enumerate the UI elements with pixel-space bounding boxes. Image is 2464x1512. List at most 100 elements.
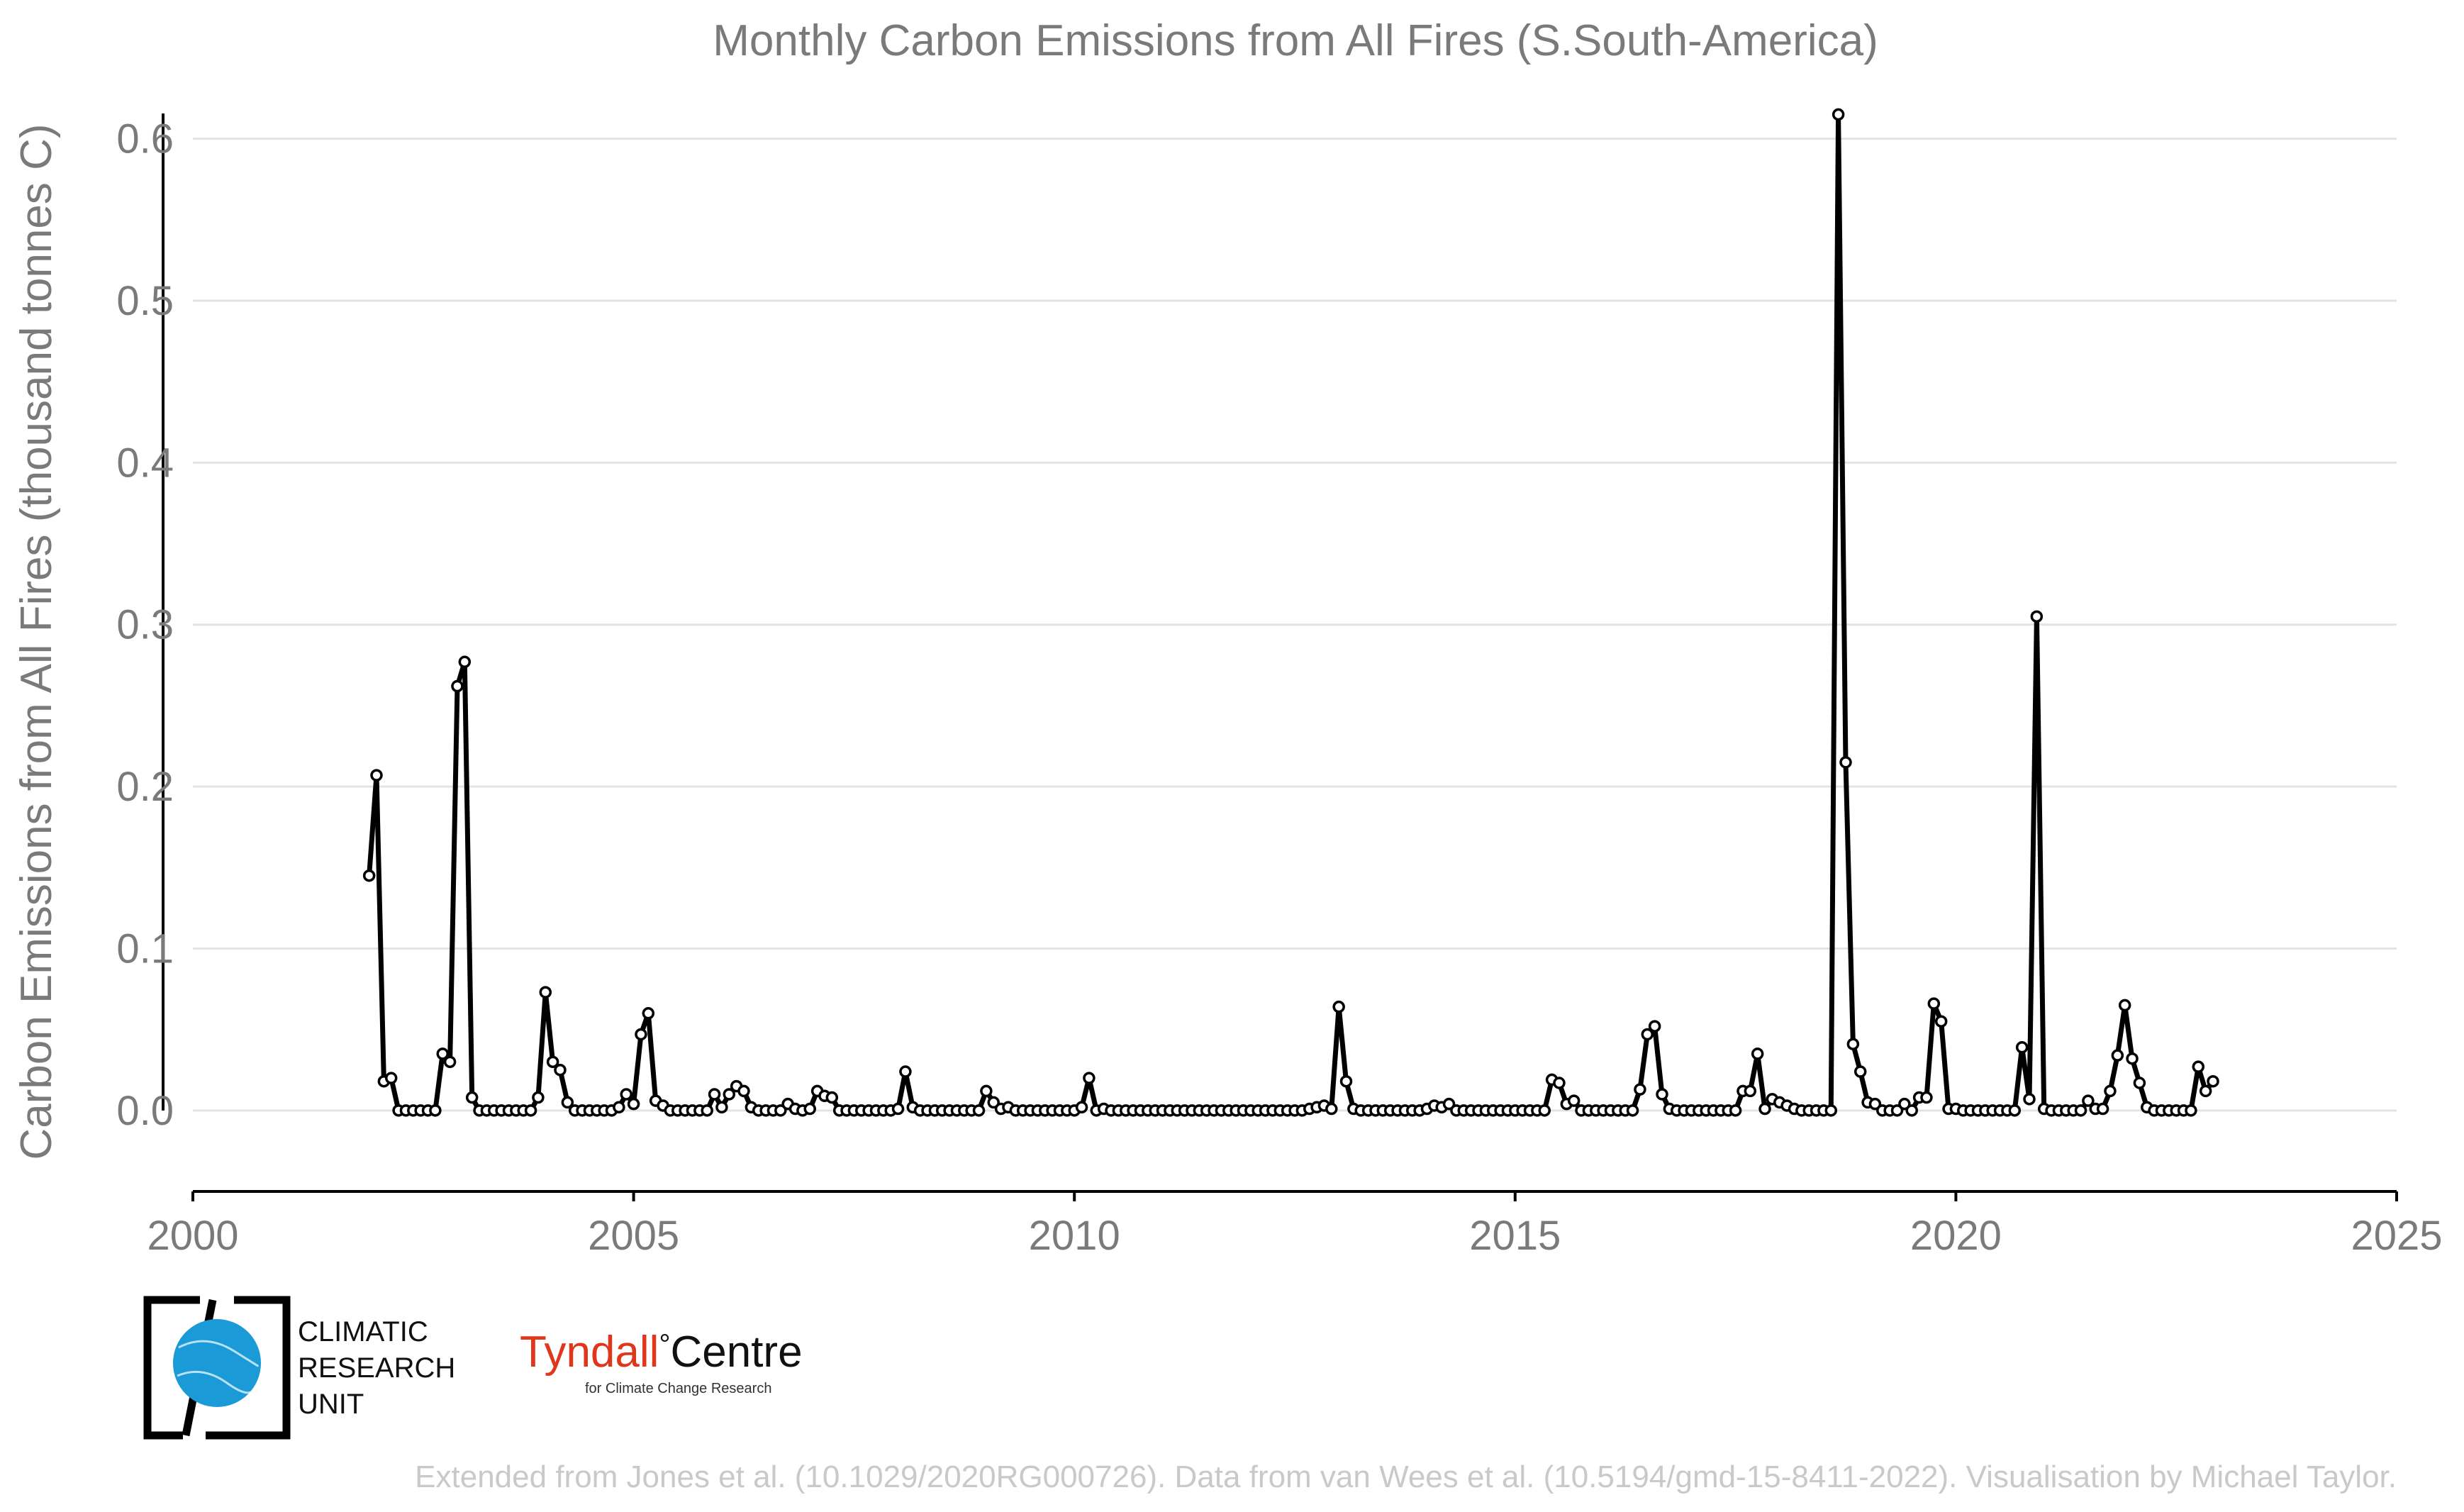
x-tick-label: 2020 bbox=[1910, 1213, 2002, 1259]
globe-icon bbox=[173, 1319, 261, 1407]
data-point bbox=[1927, 997, 1941, 1010]
data-point bbox=[2111, 1049, 2124, 1062]
data-point bbox=[1626, 1104, 1639, 1117]
data-point bbox=[1648, 1020, 1661, 1033]
data-point bbox=[613, 1101, 625, 1114]
tyndall-degree: ° bbox=[659, 1329, 670, 1360]
data-point bbox=[1920, 1091, 1933, 1104]
tyndall-logo: Tyndall°Centre for Climate Change Resear… bbox=[520, 1328, 803, 1396]
data-point bbox=[2015, 1041, 2029, 1054]
x-tick-label: 2010 bbox=[1029, 1213, 1120, 1259]
cru-text-line-3: UNIT bbox=[298, 1389, 364, 1420]
data-point bbox=[1824, 1104, 1838, 1117]
data-point bbox=[1442, 1097, 1456, 1111]
data-point bbox=[891, 1102, 905, 1116]
data-point bbox=[2082, 1094, 2095, 1107]
data-point bbox=[1634, 1083, 1646, 1096]
data-point bbox=[1553, 1077, 1566, 1089]
footer-credit: Extended from Jones et al. (10.1029/2020… bbox=[415, 1460, 2397, 1494]
series-line bbox=[367, 111, 2215, 1113]
data-point bbox=[2074, 1104, 2087, 1117]
x-tick-label: 2000 bbox=[147, 1213, 238, 1259]
data-point bbox=[362, 869, 376, 882]
data-point bbox=[2096, 1102, 2109, 1116]
data-point bbox=[1339, 1074, 1353, 1088]
data-point bbox=[443, 1055, 457, 1069]
data-point bbox=[1075, 1101, 1088, 1114]
data-point bbox=[737, 1084, 750, 1098]
data-point bbox=[1758, 1102, 1771, 1116]
data-point bbox=[1332, 1000, 1345, 1013]
x-tick-label: 2005 bbox=[588, 1213, 679, 1259]
data-point bbox=[708, 1088, 721, 1101]
data-point bbox=[1567, 1094, 1581, 1107]
data-point bbox=[1656, 1088, 1668, 1101]
x-tick-label: 2025 bbox=[2351, 1213, 2442, 1259]
data-point bbox=[1853, 1065, 1867, 1078]
cru-text-line-2: RESEARCH bbox=[298, 1352, 455, 1384]
data-point bbox=[2207, 1074, 2219, 1088]
data-point bbox=[539, 986, 552, 999]
y-tick-label: 0.5 bbox=[116, 278, 174, 324]
data-point bbox=[429, 1104, 442, 1117]
series-line-group bbox=[362, 108, 2219, 1117]
data-point bbox=[635, 1028, 647, 1041]
data-point bbox=[458, 655, 472, 669]
y-axis-label: Carbon Emissions from All Fires (thousan… bbox=[12, 123, 61, 1160]
data-point bbox=[642, 1007, 655, 1020]
data-point bbox=[436, 1047, 449, 1060]
data-point bbox=[715, 1101, 728, 1114]
tyndall-word: Tyndall bbox=[520, 1328, 659, 1377]
data-point bbox=[546, 1055, 559, 1069]
data-point bbox=[2133, 1077, 2146, 1089]
y-tick-label: 0.0 bbox=[116, 1088, 174, 1134]
y-tick-label: 0.3 bbox=[116, 602, 174, 648]
data-point bbox=[1325, 1102, 1338, 1116]
data-point bbox=[972, 1104, 986, 1117]
chart-title: Monthly Carbon Emissions from All Fires … bbox=[713, 16, 1878, 65]
data-point bbox=[1839, 756, 1852, 769]
data-point bbox=[2118, 999, 2131, 1012]
data-point bbox=[2008, 1104, 2022, 1117]
data-point bbox=[524, 1104, 537, 1117]
data-point bbox=[2185, 1104, 2197, 1117]
x-tick-label: 2015 bbox=[1469, 1213, 1561, 1259]
data-point bbox=[1751, 1047, 1764, 1060]
cru-logo: CLIMATIC RESEARCH UNIT bbox=[143, 1296, 455, 1440]
data-point bbox=[465, 1091, 479, 1104]
data-point bbox=[627, 1097, 640, 1111]
data-point bbox=[987, 1096, 1000, 1109]
cru-bracket-right bbox=[206, 1296, 291, 1440]
data-point bbox=[825, 1091, 839, 1104]
data-point bbox=[2126, 1052, 2139, 1065]
data-point bbox=[2030, 610, 2044, 623]
data-point bbox=[2192, 1060, 2205, 1073]
data-point bbox=[1538, 1104, 1551, 1117]
data-point bbox=[384, 1072, 398, 1084]
cru-text-line-1: CLIMATIC bbox=[298, 1316, 428, 1347]
data-point bbox=[1832, 108, 1845, 121]
tyndall-subtitle: for Climate Change Research bbox=[585, 1381, 771, 1396]
tyndall-centre: Centre bbox=[670, 1328, 802, 1377]
globe-contour-icon bbox=[177, 1340, 259, 1394]
data-point bbox=[532, 1091, 545, 1104]
data-point bbox=[451, 679, 464, 693]
data-point bbox=[701, 1104, 713, 1117]
data-point bbox=[2023, 1093, 2036, 1106]
data-point bbox=[1898, 1097, 1911, 1111]
data-point bbox=[1846, 1038, 1860, 1050]
data-point bbox=[370, 769, 383, 782]
data-point bbox=[1905, 1104, 1918, 1117]
data-point bbox=[620, 1088, 632, 1101]
y-tick-label: 0.6 bbox=[116, 116, 174, 162]
data-point bbox=[1641, 1028, 1654, 1041]
data-point bbox=[554, 1063, 567, 1077]
y-tick-label: 0.4 bbox=[116, 440, 174, 486]
data-point bbox=[723, 1088, 736, 1101]
gridlines bbox=[162, 113, 2397, 1112]
y-tick-label: 0.2 bbox=[116, 764, 174, 810]
data-point bbox=[1744, 1084, 1757, 1098]
data-point bbox=[774, 1104, 787, 1117]
data-point bbox=[980, 1084, 993, 1098]
